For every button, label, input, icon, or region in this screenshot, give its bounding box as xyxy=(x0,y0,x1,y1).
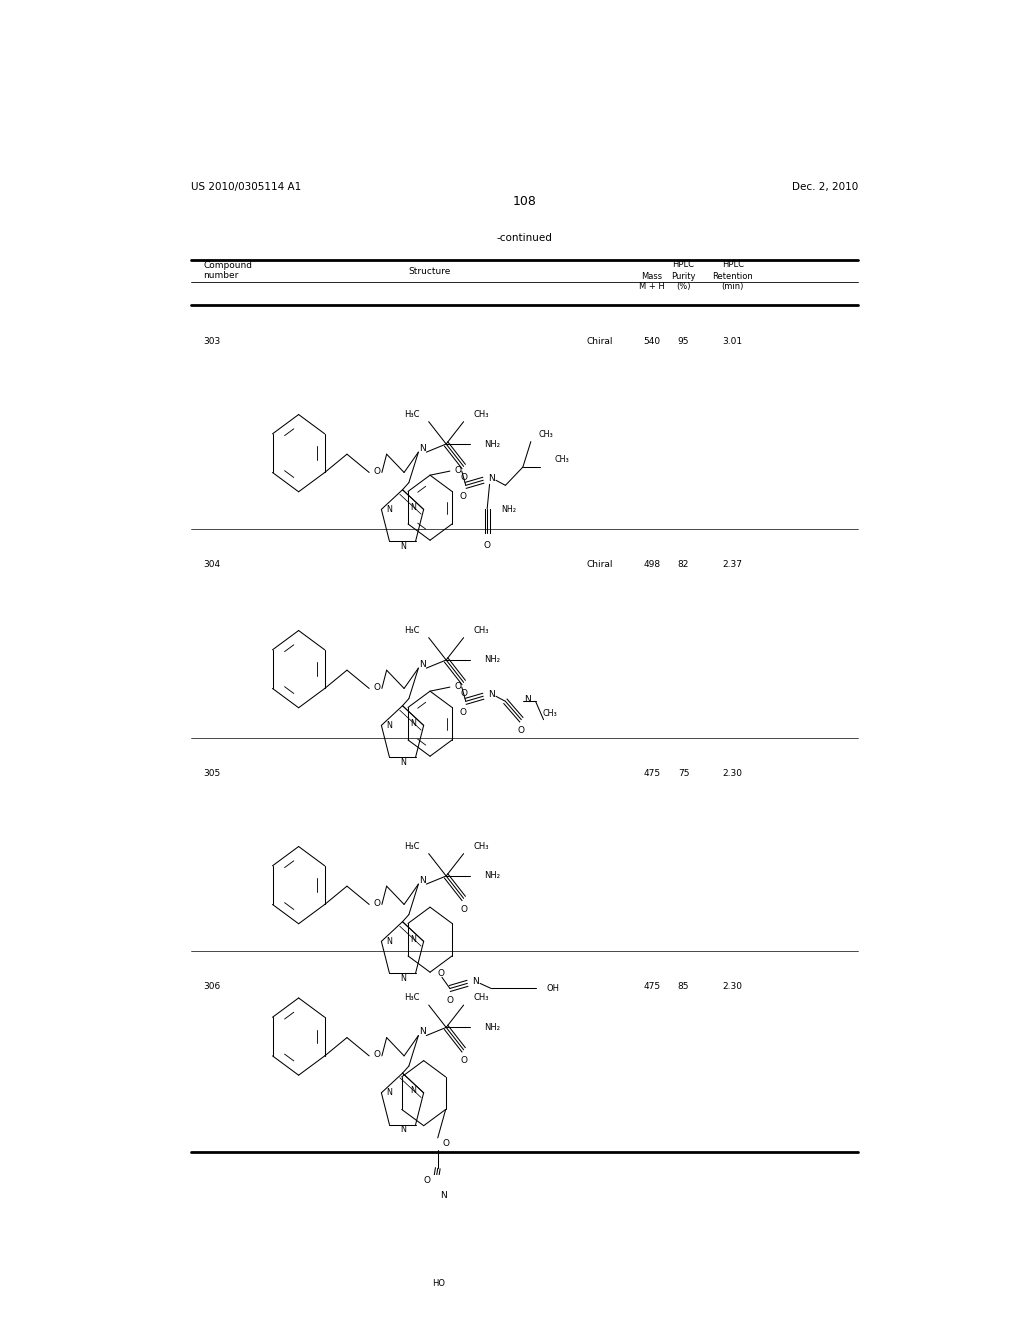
Text: N: N xyxy=(400,974,407,983)
Text: O: O xyxy=(460,708,467,717)
Text: N: N xyxy=(400,1125,407,1134)
Text: 95: 95 xyxy=(678,337,689,346)
Text: N: N xyxy=(400,541,407,550)
Text: CH₃: CH₃ xyxy=(543,709,557,718)
Text: N: N xyxy=(524,694,531,704)
Text: H₃C: H₃C xyxy=(403,842,419,851)
Text: N: N xyxy=(386,506,392,513)
Text: N: N xyxy=(386,1088,392,1097)
Text: O: O xyxy=(460,492,467,502)
Text: 2.30: 2.30 xyxy=(723,982,742,991)
Text: O: O xyxy=(442,1139,450,1148)
Text: O: O xyxy=(455,681,462,690)
Text: 75: 75 xyxy=(678,768,689,777)
Text: N: N xyxy=(410,935,416,944)
Text: N: N xyxy=(400,758,407,767)
Text: 2.30: 2.30 xyxy=(723,768,742,777)
Text: CH₃: CH₃ xyxy=(473,842,488,851)
Text: N: N xyxy=(386,721,392,730)
Text: 108: 108 xyxy=(513,194,537,207)
Text: O: O xyxy=(455,466,462,475)
Text: O: O xyxy=(374,467,381,477)
Text: O: O xyxy=(446,997,454,1005)
Text: O: O xyxy=(460,906,467,913)
Text: 82: 82 xyxy=(678,561,689,569)
Text: N: N xyxy=(410,719,416,727)
Text: NH₂: NH₂ xyxy=(484,1023,501,1032)
Text: US 2010/0305114 A1: US 2010/0305114 A1 xyxy=(191,182,302,191)
Text: N: N xyxy=(487,474,495,483)
Text: Chiral: Chiral xyxy=(587,337,613,346)
Text: H₃C: H₃C xyxy=(403,411,419,418)
Text: O: O xyxy=(460,1056,467,1065)
Text: O: O xyxy=(460,473,467,482)
Text: NH₂: NH₂ xyxy=(484,656,501,664)
Text: 305: 305 xyxy=(204,768,220,777)
Text: Structure: Structure xyxy=(409,267,451,276)
Text: N: N xyxy=(472,977,478,986)
Text: O: O xyxy=(483,541,490,550)
Text: 2.37: 2.37 xyxy=(723,561,742,569)
Text: N: N xyxy=(487,690,495,698)
Text: OH: OH xyxy=(547,983,560,993)
Text: Chiral: Chiral xyxy=(587,561,613,569)
Text: H₃C: H₃C xyxy=(403,626,419,635)
Text: N: N xyxy=(410,1086,416,1096)
Text: 85: 85 xyxy=(678,982,689,991)
Text: O: O xyxy=(374,1051,381,1060)
Text: NH₂: NH₂ xyxy=(484,871,501,880)
Text: 475: 475 xyxy=(643,982,660,991)
Text: CH₃: CH₃ xyxy=(473,626,488,635)
Text: NH₂: NH₂ xyxy=(502,506,516,515)
Text: (min): (min) xyxy=(722,282,743,290)
Text: N: N xyxy=(419,875,426,884)
Text: CH₃: CH₃ xyxy=(555,455,569,465)
Text: O: O xyxy=(518,726,525,735)
Text: O: O xyxy=(374,682,381,692)
Text: N: N xyxy=(419,444,426,453)
Text: (%): (%) xyxy=(676,282,691,290)
Text: -continued: -continued xyxy=(497,232,553,243)
Text: Mass: Mass xyxy=(641,272,663,281)
Text: 498: 498 xyxy=(643,561,660,569)
Text: O: O xyxy=(423,1176,430,1185)
Text: Retention: Retention xyxy=(713,272,753,281)
Text: H₃C: H₃C xyxy=(403,994,419,1002)
Text: N: N xyxy=(386,937,392,946)
Text: N: N xyxy=(419,660,426,668)
Text: NH₂: NH₂ xyxy=(484,440,501,449)
Text: N: N xyxy=(440,1192,446,1200)
Text: CH₃: CH₃ xyxy=(473,994,488,1002)
Text: N: N xyxy=(419,1027,426,1036)
Text: Dec. 2, 2010: Dec. 2, 2010 xyxy=(792,182,858,191)
Text: HPLC: HPLC xyxy=(673,260,694,268)
Text: CH₃: CH₃ xyxy=(473,411,488,418)
Text: N: N xyxy=(410,503,416,512)
Text: 3.01: 3.01 xyxy=(723,337,742,346)
Text: O: O xyxy=(438,969,445,978)
Text: 475: 475 xyxy=(643,768,660,777)
Text: 303: 303 xyxy=(204,337,220,346)
Text: 306: 306 xyxy=(204,982,220,991)
Text: CH₃: CH₃ xyxy=(539,430,554,440)
Text: O: O xyxy=(374,899,381,908)
Text: Purity: Purity xyxy=(672,272,695,281)
Text: HPLC: HPLC xyxy=(722,260,743,268)
Text: O: O xyxy=(460,689,467,698)
Text: Compound: Compound xyxy=(204,260,252,269)
Text: HO: HO xyxy=(432,1279,445,1288)
Text: 304: 304 xyxy=(204,561,220,569)
Text: number: number xyxy=(204,271,239,280)
Text: 540: 540 xyxy=(643,337,660,346)
Text: M + H: M + H xyxy=(639,282,665,290)
